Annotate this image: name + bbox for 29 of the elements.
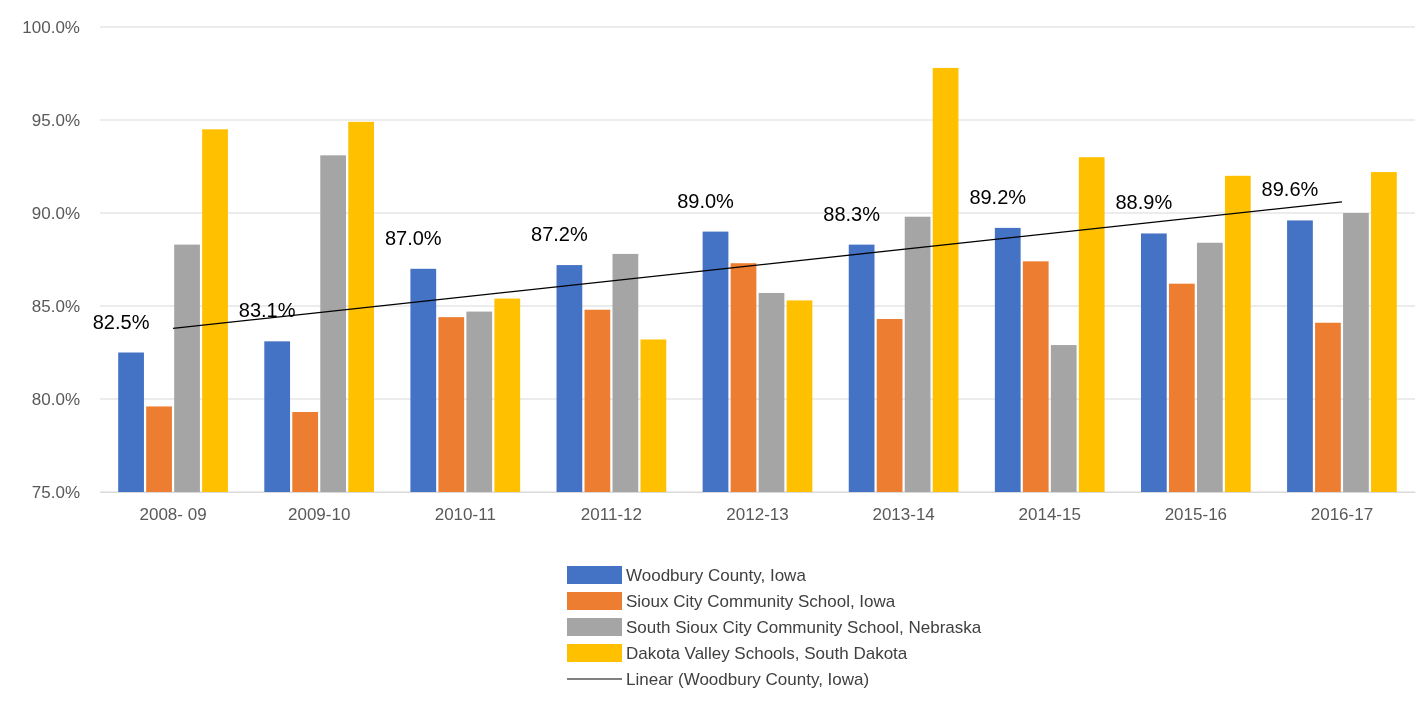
data-label: 82.5% bbox=[92, 310, 150, 333]
x-tick-label: 2009-10 bbox=[287, 505, 351, 525]
data-label: 89.6% bbox=[1261, 178, 1319, 201]
x-tick-label: 2013-14 bbox=[872, 505, 935, 525]
legend-label: Woodbury County, Iowa bbox=[626, 566, 807, 585]
legend-label: Linear (Woodbury County, Iowa) bbox=[626, 670, 870, 689]
y-tick-label: 80.0% bbox=[31, 389, 80, 409]
y-tick-label: 95.0% bbox=[31, 110, 80, 130]
data-label: 89.2% bbox=[969, 185, 1027, 208]
y-tick-label: 100.0% bbox=[22, 17, 80, 37]
y-tick-label: 85.0% bbox=[31, 296, 80, 316]
legend-label: Sioux City Community School, Iowa bbox=[626, 592, 896, 611]
data-label: 87.2% bbox=[531, 223, 588, 246]
data-label: 88.9% bbox=[1115, 191, 1173, 214]
data-label: 83.1% bbox=[238, 299, 296, 322]
x-tick-label: 2014-15 bbox=[1018, 505, 1081, 525]
data-label: 89.0% bbox=[677, 189, 735, 212]
legend-label: Dakota Valley Schools, South Dakota bbox=[626, 644, 908, 663]
data-label: 87.0% bbox=[384, 226, 442, 249]
x-tick-label: 2008- 09 bbox=[139, 505, 207, 525]
x-tick-label: 2010-11 bbox=[434, 505, 496, 525]
x-tick-label: 2016-17 bbox=[1310, 505, 1374, 525]
y-tick-label: 75.0% bbox=[31, 482, 80, 502]
legend-label: South Sioux City Community School, Nebraska bbox=[626, 618, 982, 637]
x-tick-label: 2015-16 bbox=[1164, 505, 1228, 525]
x-tick-label: 2011-12 bbox=[580, 505, 642, 525]
x-tick-label: 2012-13 bbox=[726, 505, 789, 525]
y-tick-label: 90.0% bbox=[31, 203, 80, 223]
data-label: 88.3% bbox=[823, 202, 881, 225]
